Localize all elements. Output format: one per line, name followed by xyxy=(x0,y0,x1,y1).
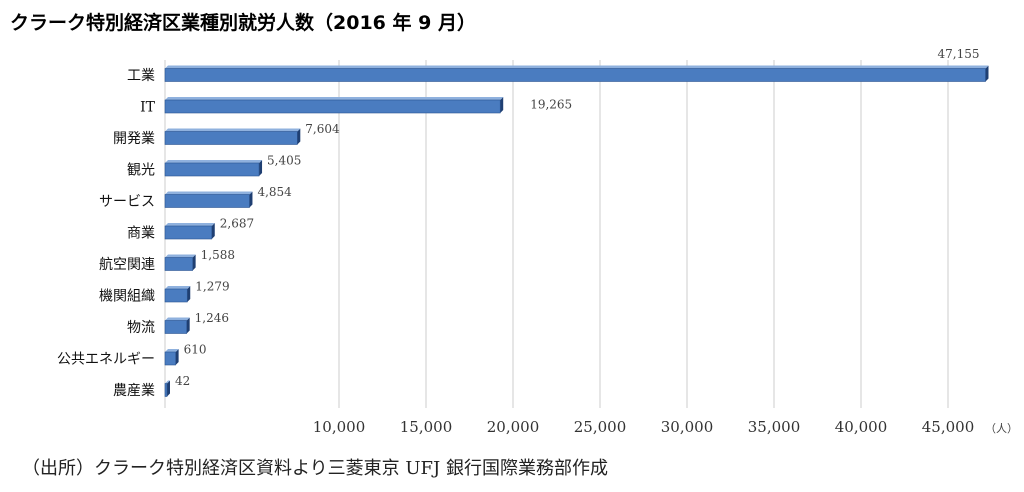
x-tick-label-1: 15,000 xyxy=(400,418,453,436)
bar-top-9 xyxy=(165,349,179,352)
bar-7 xyxy=(164,288,188,303)
bar-side-2 xyxy=(297,128,301,145)
bar-0 xyxy=(164,68,986,82)
bar-side-4 xyxy=(249,191,253,208)
bar-side-9 xyxy=(175,349,179,365)
category-label-3: 観光 xyxy=(127,162,155,179)
bar-10 xyxy=(164,383,168,397)
data-label-5: 2,687 xyxy=(220,217,254,231)
unit-label: （人） xyxy=(985,422,1018,435)
bar-side-10 xyxy=(167,380,170,397)
x-tick-label-7: 45,000 xyxy=(922,418,975,436)
category-label-8: 物流 xyxy=(127,320,155,336)
chart-title: クラーク特別経済区業種別就労人数（2016 年 9 月） xyxy=(10,12,476,34)
category-label-9: 公共エネルギー xyxy=(57,352,155,368)
bar-side-6 xyxy=(192,254,196,271)
source-note: （出所）クラーク特別経済区資料より三菱東京 UFJ 銀行国際業務部作成 xyxy=(22,458,608,479)
data-label-10: 42 xyxy=(175,374,190,388)
category-label-5: 商業 xyxy=(127,226,155,242)
data-label-8: 1,246 xyxy=(195,311,229,325)
bar-top-3 xyxy=(165,160,263,163)
category-label-4: サービス xyxy=(99,194,155,210)
category-label-7: 機関組織 xyxy=(99,289,155,305)
x-tick-label-2: 20,000 xyxy=(487,418,540,436)
bar-top-1 xyxy=(165,97,504,100)
x-tick-label-5: 35,000 xyxy=(748,418,801,436)
category-label-1: IT xyxy=(140,100,156,116)
bar-top-6 xyxy=(165,254,196,258)
bar-2 xyxy=(164,131,298,145)
x-tick-label-0: 10,000 xyxy=(313,418,366,436)
x-tick-label-4: 30,000 xyxy=(661,418,714,436)
bar-top-7 xyxy=(165,286,191,289)
bar-top-0 xyxy=(165,65,989,69)
bar-top-2 xyxy=(165,128,301,132)
bar-9 xyxy=(164,351,176,366)
bar-side-7 xyxy=(187,286,191,302)
category-label-0: 工業 xyxy=(127,68,155,84)
data-label-6: 1,588 xyxy=(201,248,235,262)
bar-top-4 xyxy=(165,191,253,195)
bar-1 xyxy=(164,99,501,114)
bar-top-8 xyxy=(165,317,190,321)
bar-6 xyxy=(164,257,193,271)
bar-side-8 xyxy=(186,317,190,334)
bar-8 xyxy=(164,320,187,334)
category-label-2: 開発業 xyxy=(113,131,155,147)
data-label-1: 19,265 xyxy=(530,98,572,112)
bar-top-10 xyxy=(165,380,170,384)
category-label-6: 航空関連 xyxy=(99,257,155,273)
bar-side-0 xyxy=(985,65,989,82)
data-label-2: 7,604 xyxy=(305,122,340,136)
data-label-3: 5,405 xyxy=(267,154,301,168)
bar-5 xyxy=(164,225,213,240)
x-tick-label-6: 40,000 xyxy=(835,418,888,436)
bar-top-5 xyxy=(165,223,215,226)
bar-side-1 xyxy=(500,97,504,113)
data-label-4: 4,854 xyxy=(257,185,292,199)
data-label-7: 1,279 xyxy=(195,280,229,294)
bar-side-5 xyxy=(211,223,215,239)
bar-3 xyxy=(164,162,260,177)
category-label-10: 農産業 xyxy=(113,383,155,399)
bar-side-3 xyxy=(259,160,263,176)
bar-4 xyxy=(164,194,250,208)
x-tick-label-3: 25,000 xyxy=(574,418,627,436)
data-label-9: 610 xyxy=(184,343,207,357)
data-label-0: 47,155 xyxy=(937,47,979,61)
